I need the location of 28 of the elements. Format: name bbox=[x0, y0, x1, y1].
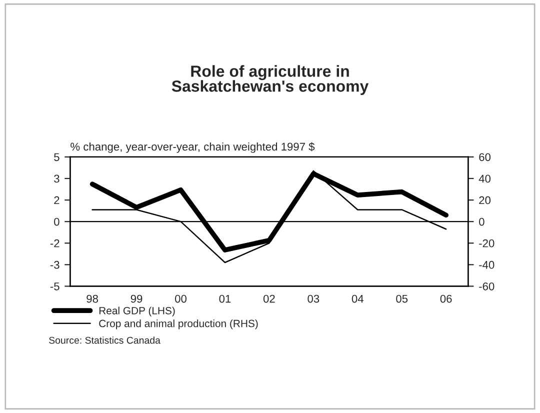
x-tick-label: 05 bbox=[396, 294, 408, 303]
y2-tick-label: 0 bbox=[479, 218, 484, 226]
x-tick-label: 01 bbox=[219, 294, 231, 303]
y-tick-label: 3 bbox=[54, 174, 60, 183]
y2-tick-label: -20 bbox=[479, 239, 494, 248]
y-tick-label: 2 bbox=[54, 196, 60, 204]
x-tick-label: 03 bbox=[308, 294, 320, 303]
y-tick-label: -3 bbox=[50, 260, 60, 269]
chart-title: Role of agriculture in Saskatchewan's economy bbox=[172, 65, 369, 95]
x-tick-label: 02 bbox=[263, 294, 275, 303]
y2-tick-label: -60 bbox=[479, 282, 494, 290]
x-tick-label: 00 bbox=[175, 294, 186, 303]
source-note: Source: Statistics Canada bbox=[49, 336, 160, 344]
y-tick-label: -5 bbox=[50, 282, 60, 290]
x-tick-label: 04 bbox=[352, 294, 364, 303]
legend-label: Crop and animal production (RHS) bbox=[99, 320, 258, 330]
y-tick-label: 5 bbox=[54, 153, 60, 162]
y-tick-label: -2 bbox=[50, 239, 60, 248]
y-tick-label: 0 bbox=[54, 218, 60, 226]
x-tick-label: 98 bbox=[86, 294, 98, 303]
y2-tick-label: 60 bbox=[479, 153, 491, 162]
y2-tick-label: 20 bbox=[479, 196, 491, 204]
legend-label: Real GDP (LHS) bbox=[99, 306, 175, 316]
x-tick-label: 06 bbox=[440, 294, 452, 303]
x-tick-label: 99 bbox=[130, 294, 142, 303]
y2-tick-label: -40 bbox=[479, 260, 494, 269]
y2-tick-label: 40 bbox=[478, 174, 491, 183]
chart-subtitle: % change, year-over-year, chain weighted 1997 $ bbox=[70, 142, 315, 153]
